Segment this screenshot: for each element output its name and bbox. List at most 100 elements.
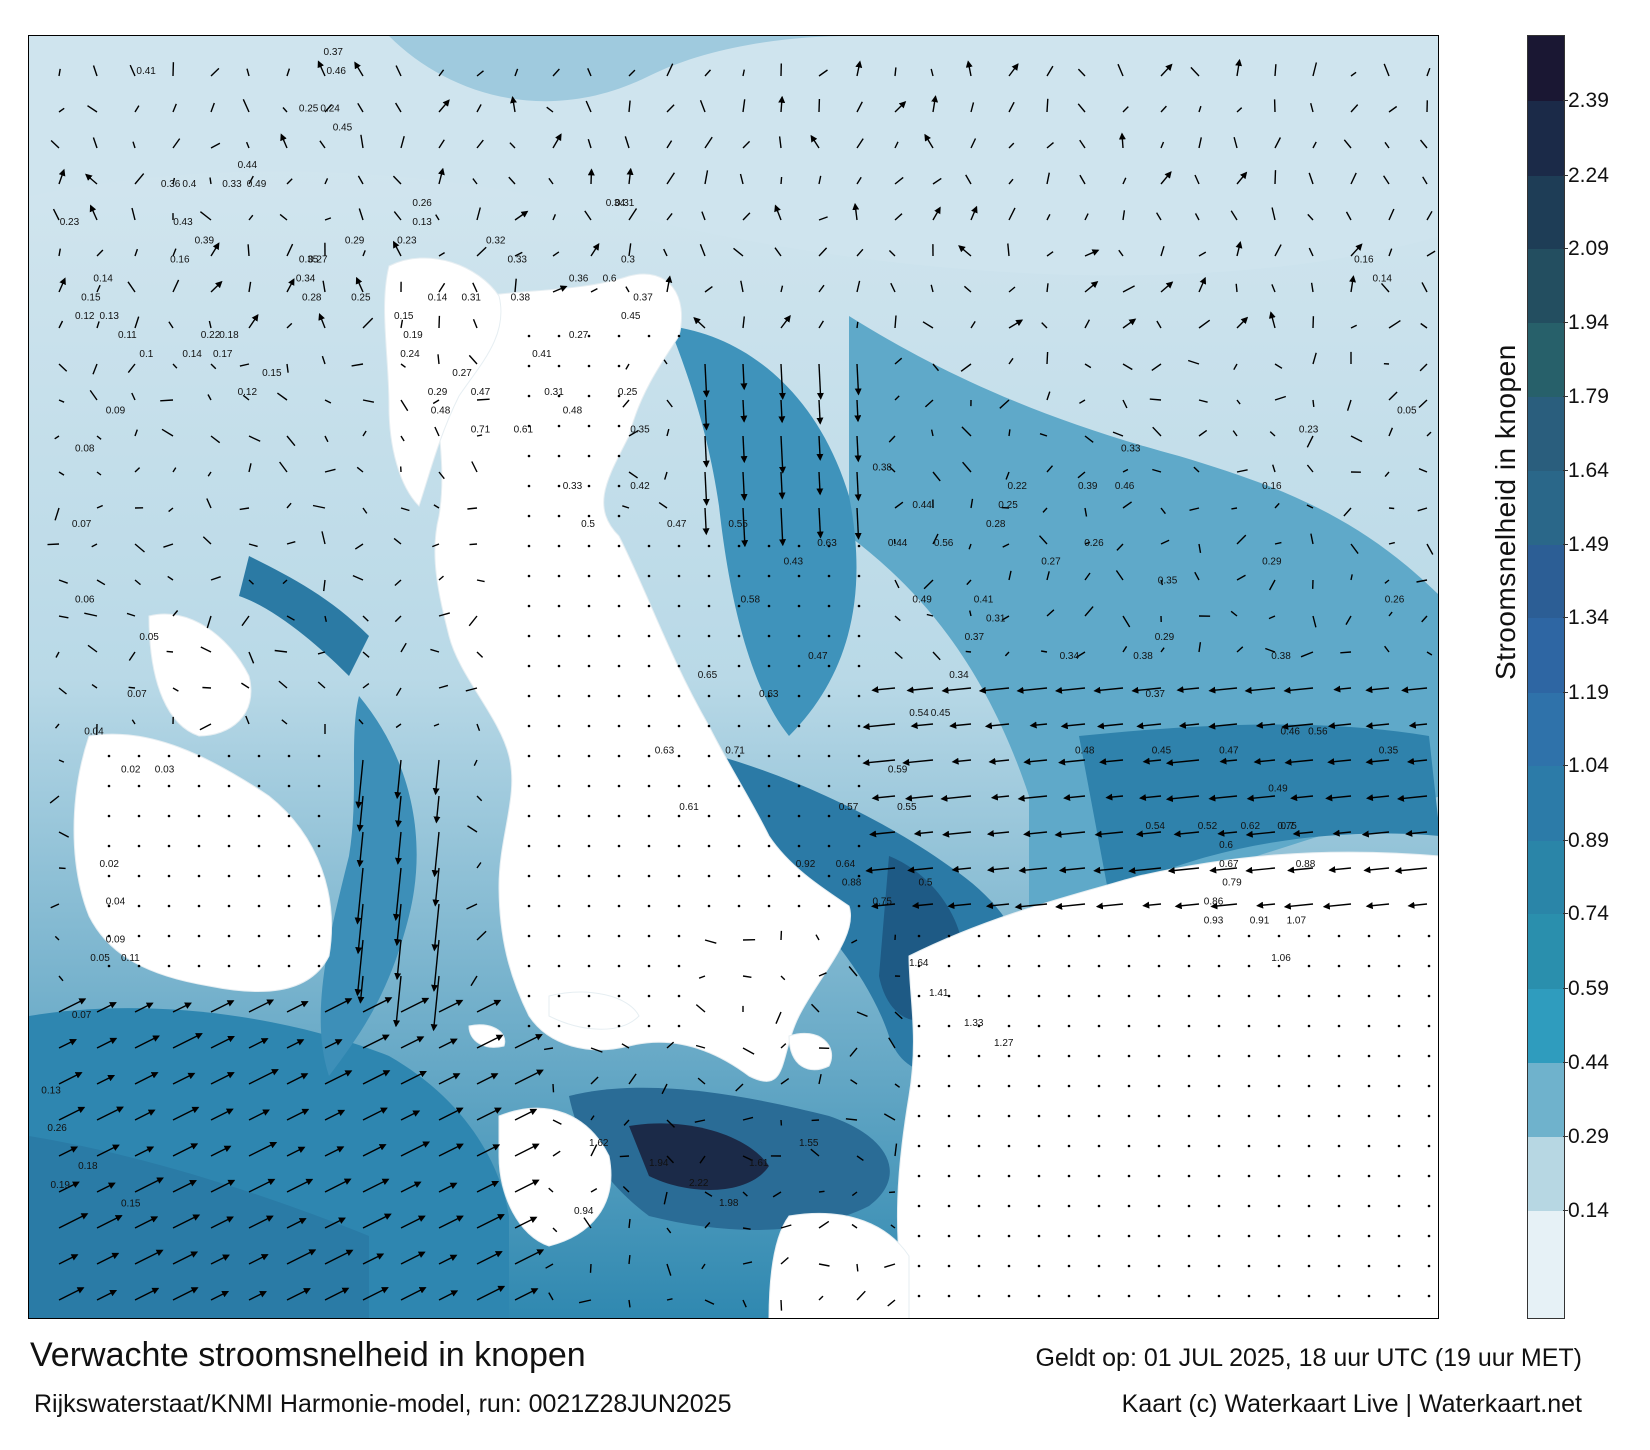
current-arrow bbox=[818, 1190, 825, 1193]
current-arrow bbox=[854, 363, 862, 396]
map-canvas[interactable]: 0.410.220.36 0.40.23 0.430.390.160.140.150… bbox=[29, 36, 1439, 1319]
current-arrow bbox=[1312, 62, 1318, 77]
current-arrow bbox=[818, 1295, 824, 1301]
current-arrow bbox=[589, 1263, 592, 1273]
current-arrow bbox=[862, 723, 896, 731]
grid-dot bbox=[587, 694, 591, 698]
grid-dot bbox=[1157, 1024, 1161, 1028]
speed-label: 0.35 bbox=[630, 425, 650, 436]
current-arrow bbox=[248, 1291, 267, 1301]
current-arrow bbox=[400, 507, 410, 512]
grid-dot bbox=[557, 364, 561, 368]
current-arrow bbox=[58, 1287, 85, 1301]
grid-dot bbox=[1277, 1054, 1281, 1058]
current-arrow bbox=[400, 1070, 427, 1085]
current-arrow bbox=[1122, 210, 1126, 221]
current-arrow bbox=[742, 1191, 748, 1197]
grid-dot bbox=[917, 994, 921, 998]
current-arrow bbox=[1274, 137, 1282, 149]
current-arrow bbox=[1308, 172, 1314, 185]
current-arrow bbox=[241, 682, 250, 689]
speed-label: 0.26 bbox=[47, 1123, 67, 1134]
current-arrow bbox=[172, 610, 179, 617]
current-arrow bbox=[871, 794, 896, 802]
current-arrow bbox=[965, 174, 972, 185]
current-arrow bbox=[1040, 650, 1048, 653]
current-arrow bbox=[1174, 902, 1200, 910]
current-arrow bbox=[666, 1227, 672, 1234]
grid-dot bbox=[587, 784, 591, 788]
current-arrow bbox=[1178, 721, 1200, 729]
current-arrow bbox=[1388, 208, 1395, 221]
current-arrow bbox=[286, 322, 293, 329]
current-arrow bbox=[1306, 464, 1314, 473]
current-arrow bbox=[392, 175, 402, 185]
grid-dot bbox=[1097, 964, 1101, 968]
current-arrow bbox=[210, 1254, 230, 1265]
speed-label: 0.47 bbox=[1219, 746, 1239, 757]
current-arrow bbox=[1365, 686, 1390, 694]
speed-label: 0.44 bbox=[912, 500, 932, 511]
grid-dot bbox=[527, 664, 531, 668]
grid-dot bbox=[707, 844, 711, 848]
grid-dot bbox=[1127, 1234, 1131, 1238]
current-arrow bbox=[1419, 363, 1428, 372]
current-arrow bbox=[1235, 283, 1238, 293]
current-arrow bbox=[1310, 103, 1314, 113]
grid-dot bbox=[677, 634, 681, 638]
current-arrow bbox=[360, 134, 364, 149]
grid-dot bbox=[527, 994, 531, 998]
grid-dot bbox=[677, 754, 681, 758]
speed-label: 0.64 bbox=[836, 859, 856, 870]
speed-label: 0.18 bbox=[219, 330, 239, 341]
current-arrow bbox=[1325, 794, 1352, 802]
current-arrow bbox=[248, 999, 275, 1013]
current-arrow bbox=[1077, 103, 1086, 113]
grid-dot bbox=[197, 874, 201, 878]
grid-dot bbox=[1157, 1144, 1161, 1148]
current-arrow bbox=[509, 142, 516, 149]
legend-title: Stroomsnelheid in knopen bbox=[1490, 344, 1521, 680]
current-arrow bbox=[400, 1251, 426, 1265]
grid-dot bbox=[617, 994, 621, 998]
current-arrow bbox=[815, 934, 820, 941]
speed-label: 0.32 bbox=[486, 236, 506, 247]
current-arrow bbox=[1046, 571, 1050, 581]
current-arrow bbox=[1363, 866, 1390, 874]
grid-dot bbox=[557, 964, 561, 968]
grid-dot bbox=[1367, 1174, 1371, 1178]
grid-dot bbox=[317, 874, 321, 878]
current-arrow bbox=[1115, 570, 1124, 581]
grid-dot bbox=[1037, 1294, 1041, 1298]
current-arrow bbox=[394, 759, 402, 800]
current-arrow bbox=[704, 1299, 715, 1305]
grid-dot bbox=[917, 1084, 921, 1088]
grid-dot bbox=[1277, 1234, 1281, 1238]
current-arrow bbox=[1230, 210, 1238, 221]
current-speed-map[interactable]: 0.41 0.22 0.36 0.4 0.23 0.43 0.39 0.16 0.14 0.15 0… bbox=[28, 35, 1439, 1319]
current-arrow bbox=[735, 1083, 744, 1092]
current-arrow bbox=[663, 1191, 668, 1205]
grid-dot bbox=[917, 1294, 921, 1298]
current-arrow bbox=[286, 178, 293, 185]
grid-dot bbox=[797, 784, 801, 788]
grid-dot bbox=[1037, 1264, 1041, 1268]
current-arrow bbox=[324, 468, 336, 473]
current-arrow bbox=[856, 176, 862, 185]
current-arrow bbox=[1160, 281, 1174, 293]
current-arrow bbox=[810, 1003, 820, 1013]
current-arrow bbox=[134, 1035, 160, 1049]
current-arrow bbox=[324, 104, 333, 113]
grid-dot bbox=[1337, 1294, 1341, 1298]
current-arrow bbox=[400, 1215, 426, 1229]
speed-label: 0.37 bbox=[1146, 689, 1166, 700]
grid-dot bbox=[1007, 1084, 1011, 1088]
grid-dot bbox=[617, 544, 621, 548]
speed-label: 0.05 bbox=[90, 953, 110, 964]
current-arrow bbox=[278, 680, 288, 689]
speed-label: 0.1 bbox=[139, 349, 153, 360]
current-arrow bbox=[1008, 319, 1024, 329]
speed-label: 0.33 bbox=[222, 179, 242, 190]
current-arrow bbox=[58, 1181, 80, 1193]
current-arrow bbox=[393, 537, 402, 545]
